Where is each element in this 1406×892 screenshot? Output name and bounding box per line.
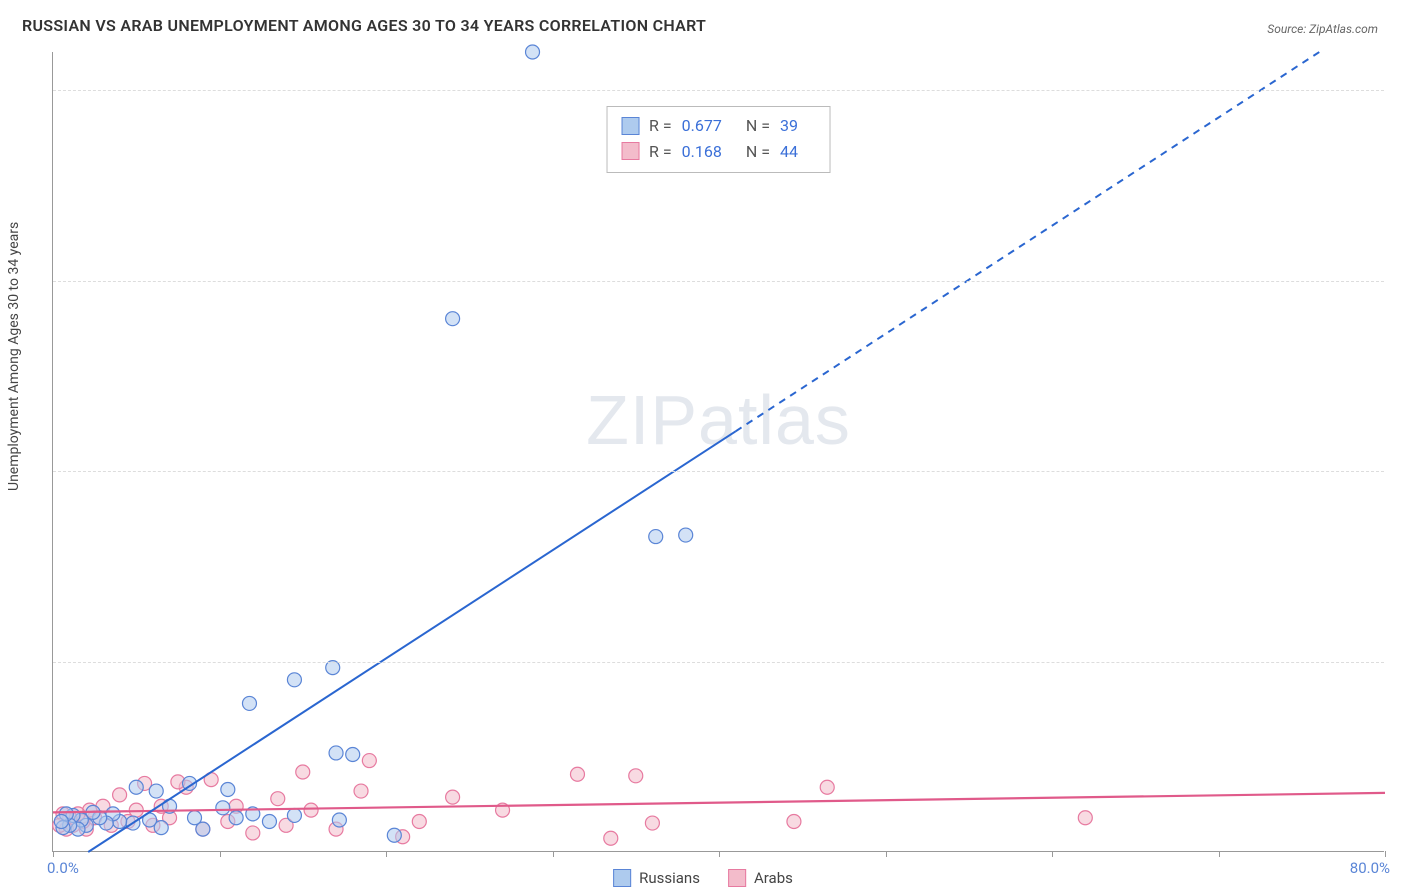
plot-area: ZIPatlas R = 0.677 N = 39 R = 0.168 N = …	[52, 52, 1384, 852]
n-label: N =	[746, 113, 770, 139]
x-tick-mark	[386, 851, 387, 857]
swatch-arabs-icon	[728, 869, 746, 887]
y-tick-label: 100.0%	[1392, 81, 1406, 99]
x-tick-mark	[1052, 851, 1053, 857]
y-tick-label: 75.0%	[1392, 272, 1406, 290]
swatch-russians-icon	[613, 869, 631, 887]
swatch-arabs	[621, 142, 639, 160]
gridline	[53, 281, 1384, 282]
x-tick-mark	[886, 851, 887, 857]
y-tick-label: 25.0%	[1392, 653, 1406, 671]
x-tick-mark	[719, 851, 720, 857]
x-tick-max: 80.0%	[1350, 859, 1390, 877]
r-label: R =	[649, 113, 672, 139]
y-axis-label: Unemployment Among Ages 30 to 34 years	[6, 221, 22, 490]
gridline	[53, 90, 1384, 91]
stats-box: R = 0.677 N = 39 R = 0.168 N = 44	[606, 106, 831, 173]
n-label: N =	[746, 139, 770, 165]
legend-item-russians: Russians	[613, 869, 700, 887]
x-tick-mark	[553, 851, 554, 857]
chart-title: RUSSIAN VS ARAB UNEMPLOYMENT AMONG AGES …	[22, 16, 706, 35]
r-value-russians: 0.677	[682, 113, 722, 139]
n-value-arabs: 44	[780, 139, 798, 165]
gridline	[53, 662, 1384, 663]
source-attribution: Source: ZipAtlas.com	[1267, 22, 1378, 36]
legend-item-arabs: Arabs	[728, 869, 793, 887]
n-value-russians: 39	[780, 113, 798, 139]
stats-row-russians: R = 0.677 N = 39	[621, 113, 812, 139]
legend-label-russians: Russians	[639, 869, 700, 887]
r-value-arabs: 0.168	[682, 139, 722, 165]
x-tick-mark	[1219, 851, 1220, 857]
x-tick-mark	[53, 851, 54, 857]
y-tick-label: 50.0%	[1392, 462, 1406, 480]
legend: Russians Arabs	[613, 869, 793, 887]
source-value: ZipAtlas.com	[1309, 22, 1378, 36]
swatch-russians	[621, 117, 639, 135]
r-label: R =	[649, 139, 672, 165]
x-tick-min: 0.0%	[47, 859, 79, 877]
x-tick-mark	[1385, 851, 1386, 857]
gridline	[53, 471, 1384, 472]
x-tick-mark	[220, 851, 221, 857]
source-label: Source:	[1267, 22, 1309, 36]
legend-label-arabs: Arabs	[754, 869, 793, 887]
stats-row-arabs: R = 0.168 N = 44	[621, 139, 812, 165]
